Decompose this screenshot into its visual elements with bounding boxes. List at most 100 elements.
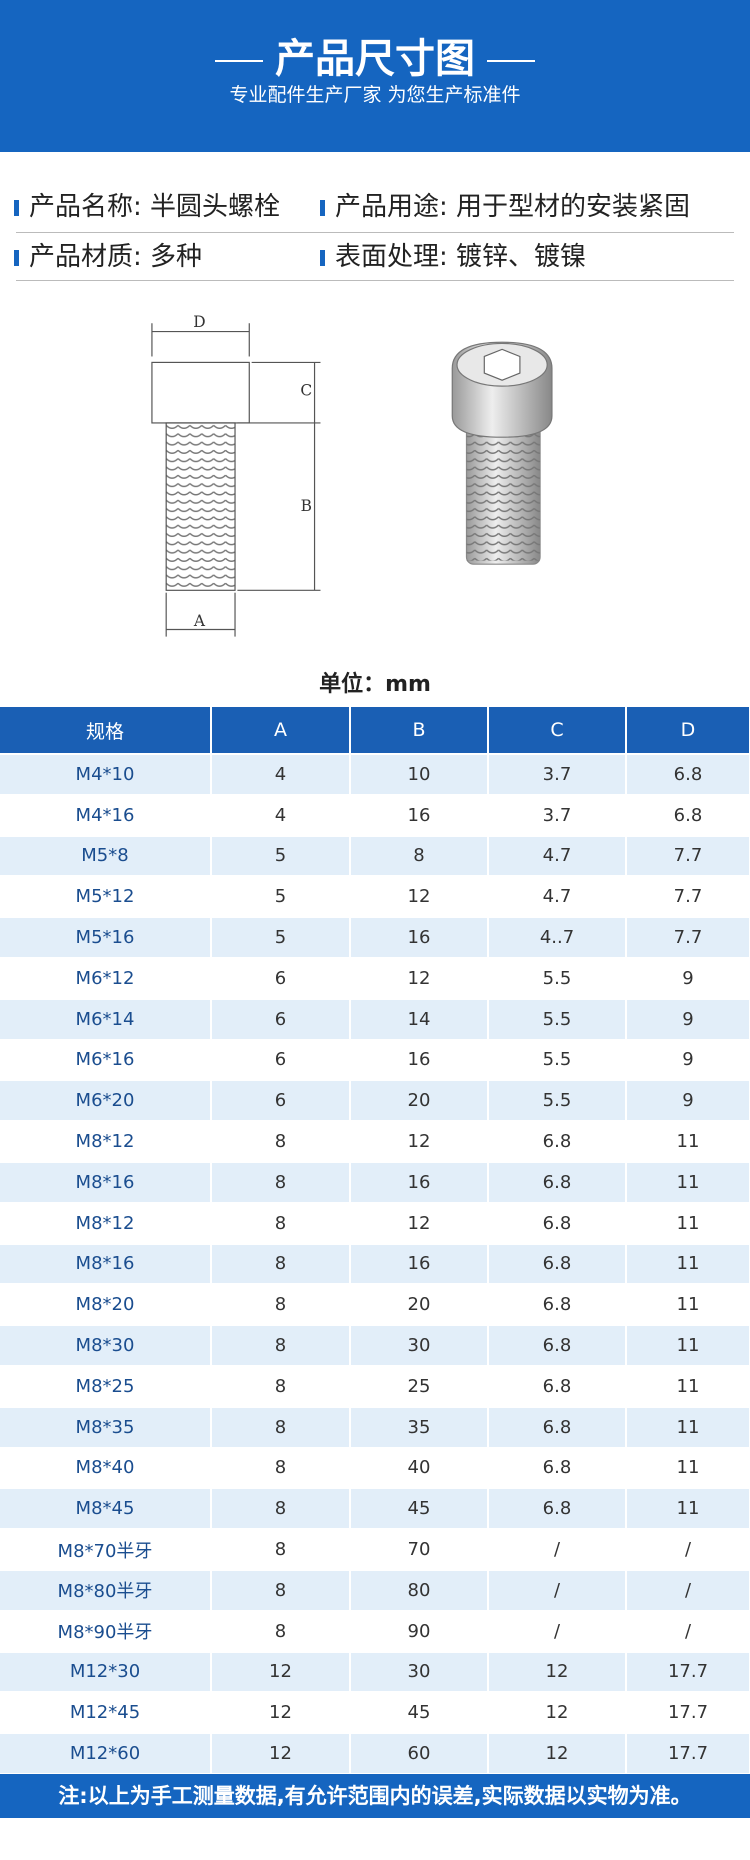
table-row: M6*14 6 14 5.5 9 xyxy=(0,997,750,1040)
table-cell: 6.8 xyxy=(488,1160,627,1203)
table-cell: 7.7 xyxy=(626,916,750,958)
table-cell: 12 xyxy=(350,1120,489,1162)
table-cell: 6 xyxy=(211,1079,351,1122)
table-cell: 20 xyxy=(350,1079,489,1122)
table-cell: M8*35 xyxy=(0,1405,212,1448)
table-cell: 8 xyxy=(211,1568,351,1611)
spec-table: 规格 A B C D M4*10 4 10 3.7 6.8 M4*16 4 16 3.7 6.8 M5*8 5… xyxy=(0,707,750,1773)
column-header: 规格 xyxy=(0,707,212,754)
table-row: M8*25 8 25 6.8 11 xyxy=(0,1364,750,1407)
table-cell: 11 xyxy=(626,1364,750,1407)
table-cell: 6 xyxy=(211,1038,351,1081)
table-cell: 5 xyxy=(211,916,351,958)
table-row: M8*16 8 16 6.8 11 xyxy=(0,1242,750,1285)
table-cell: / xyxy=(626,1609,750,1652)
table-cell: 14 xyxy=(350,997,489,1040)
separator xyxy=(16,280,734,281)
table-cell: M6*20 xyxy=(0,1079,212,1122)
table-cell: 80 xyxy=(350,1568,489,1611)
table-cell: 9 xyxy=(626,1038,750,1081)
drawing: D C B A xyxy=(151,313,553,637)
table-cell: 4 xyxy=(211,793,351,836)
table-cell: 8 xyxy=(211,1528,351,1570)
dim-label: A xyxy=(193,612,206,630)
table-cell: 10 xyxy=(350,753,489,795)
table-cell: / xyxy=(626,1528,750,1570)
table-cell: M5*12 xyxy=(0,875,212,918)
table-row: M4*10 4 10 3.7 6.8 xyxy=(0,753,750,795)
table-cell: 60 xyxy=(350,1732,489,1773)
table-cell: 6.8 xyxy=(488,1283,627,1326)
table-cell: 8 xyxy=(211,1120,351,1162)
table-cell: 6.8 xyxy=(488,1364,627,1407)
table-row: M6*12 6 12 5.5 9 xyxy=(0,956,750,999)
table-cell: M8*12 xyxy=(0,1201,212,1244)
table-cell: 17.7 xyxy=(626,1650,750,1693)
table-row: M12*45 12 45 12 17.7 xyxy=(0,1691,750,1734)
table-cell: M8*16 xyxy=(0,1242,212,1285)
table-cell: 4 xyxy=(211,753,351,795)
table-cell: 6.8 xyxy=(488,1242,627,1285)
table-row: M12*60 12 60 12 17.7 xyxy=(0,1732,750,1773)
table-cell: 30 xyxy=(350,1650,489,1693)
table-cell: 6.8 xyxy=(488,1324,627,1366)
table-cell: 8 xyxy=(211,1283,351,1326)
table-cell: M8*30 xyxy=(0,1324,212,1366)
table-cell: 6.8 xyxy=(488,1201,627,1244)
table-cell: 5.5 xyxy=(488,956,627,999)
table-cell: 8 xyxy=(211,1364,351,1407)
table-cell: 6 xyxy=(211,956,351,999)
table-cell: 40 xyxy=(350,1446,489,1489)
table-row: M8*12 8 12 6.8 11 xyxy=(0,1120,750,1162)
table-row: M8*90半牙 8 90// xyxy=(0,1609,750,1652)
table-cell: M8*90半牙 xyxy=(0,1609,212,1652)
table-cell: / xyxy=(488,1528,627,1570)
table-cell: 16 xyxy=(350,793,489,836)
column-header: B xyxy=(350,707,489,754)
table-cell: 30 xyxy=(350,1324,489,1366)
table-cell: 5 xyxy=(211,834,351,877)
header-row: 规格 A B C D xyxy=(0,707,750,754)
table-cell: 11 xyxy=(626,1324,750,1366)
table-cell: M6*12 xyxy=(0,956,212,999)
table-cell: M8*70半牙 xyxy=(0,1528,212,1570)
table-cell: M4*16 xyxy=(0,793,212,836)
table-cell: 5.5 xyxy=(488,1038,627,1081)
table-cell: M8*25 xyxy=(0,1364,212,1407)
table-cell: 8 xyxy=(211,1160,351,1203)
table-cell: 12 xyxy=(211,1691,351,1734)
table-cell: 16 xyxy=(350,1038,489,1081)
dim-label: C xyxy=(300,382,312,400)
table-cell: M12*30 xyxy=(0,1650,212,1693)
table-row: M8*70半牙 8 70// xyxy=(0,1528,750,1570)
header: 产品尺寸图 专业配件生产厂家 为您生产标准件 xyxy=(0,0,750,152)
table-cell: 11 xyxy=(626,1487,750,1530)
table-cell: 12 xyxy=(350,875,489,918)
title: 产品尺寸图 xyxy=(0,26,750,84)
table-cell: 6.8 xyxy=(626,793,750,836)
table-cell: 12 xyxy=(350,956,489,999)
table-row: M8*80半牙 8 80// xyxy=(0,1568,750,1611)
table-row: M5*16 5 16 4..7 7.7 xyxy=(0,916,750,958)
table-cell: 11 xyxy=(626,1120,750,1162)
table-cell: 17.7 xyxy=(626,1691,750,1734)
table-cell: 11 xyxy=(626,1283,750,1326)
table-row: M8*12 8 12 6.8 11 xyxy=(0,1201,750,1244)
table-cell: 5.5 xyxy=(488,1079,627,1122)
table-cell: 3.7 xyxy=(488,793,627,836)
table-cell: 6.8 xyxy=(488,1487,627,1530)
table-cell: 6.8 xyxy=(626,753,750,795)
table-cell: 11 xyxy=(626,1160,750,1203)
table-cell: 12 xyxy=(488,1732,627,1773)
table-cell: 8 xyxy=(211,1405,351,1448)
table-cell: 8 xyxy=(211,1446,351,1489)
table-cell: M12*60 xyxy=(0,1732,212,1773)
table-cell: 16 xyxy=(350,916,489,958)
table-cell: 11 xyxy=(626,1242,750,1285)
column-header: A xyxy=(211,707,351,754)
table-cell: 12 xyxy=(211,1650,351,1693)
table-cell: M8*45 xyxy=(0,1487,212,1530)
table-cell: M12*45 xyxy=(0,1691,212,1734)
table-row: M5*8 5 8 4.7 7.7 xyxy=(0,834,750,877)
